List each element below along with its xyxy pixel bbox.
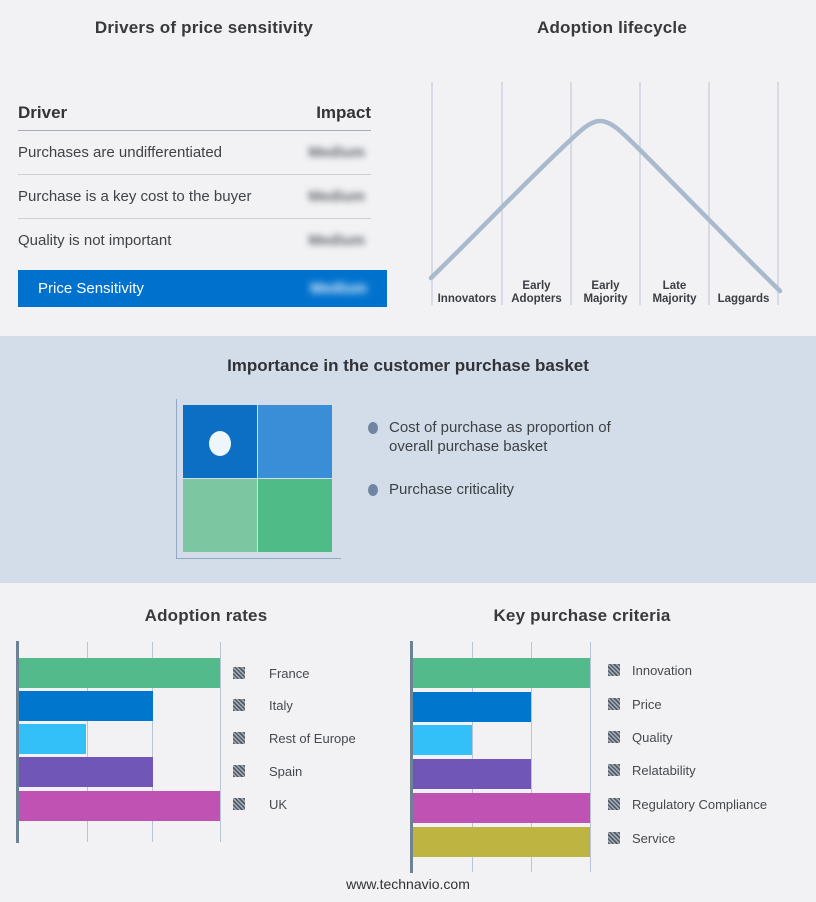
legend-item: Regulatory Compliance bbox=[608, 796, 767, 812]
lifecycle-chart: Innovators Early Adopters Early Majority… bbox=[408, 0, 816, 336]
legend-item: Price bbox=[608, 696, 662, 712]
quadrant-bottom-left bbox=[183, 479, 257, 552]
gridline bbox=[87, 642, 88, 842]
bar-regulatory-compliance bbox=[413, 793, 590, 823]
lifecycle-curve-plot bbox=[428, 82, 783, 305]
legend-label: Spain bbox=[269, 763, 303, 779]
y-axis bbox=[410, 641, 413, 873]
legend-label: UK bbox=[269, 796, 288, 812]
legend-swatch-icon bbox=[233, 765, 245, 777]
legend-swatch-icon bbox=[233, 667, 245, 679]
drivers-panel-title: Drivers of price sensitivity bbox=[94, 18, 314, 37]
bar-price bbox=[413, 692, 531, 722]
legend-swatch-icon bbox=[233, 699, 245, 711]
legend-label: Service bbox=[632, 830, 676, 846]
legend-item: Rest of Europe bbox=[233, 730, 356, 746]
bar-service bbox=[413, 827, 590, 857]
purchase-basket-band: Importance in the customer purchase bask… bbox=[0, 336, 816, 583]
gridline bbox=[590, 642, 591, 872]
quadrant-top-right bbox=[258, 405, 332, 478]
y-axis bbox=[16, 641, 19, 843]
stage-label-innovators: Innovators bbox=[437, 293, 497, 305]
bullet-icon bbox=[368, 422, 378, 434]
drivers-table-header: Driver Impact bbox=[18, 93, 371, 131]
gridline bbox=[220, 642, 221, 842]
legend-swatch-icon bbox=[233, 798, 245, 810]
lifecycle-panel-title: Adoption lifecycle bbox=[536, 18, 687, 37]
quadrant-y-axis bbox=[176, 399, 177, 559]
gridline bbox=[472, 642, 473, 872]
legend-label: Innovation bbox=[632, 662, 692, 678]
legend-swatch-icon bbox=[608, 664, 620, 676]
legend-label: Italy bbox=[269, 697, 293, 713]
driver-cell: Quality is not important bbox=[18, 232, 172, 249]
impact-cell-blurred: Medium bbox=[308, 232, 365, 249]
stage-label-late-majority: Late Majority bbox=[652, 280, 697, 305]
legend-item: Quality bbox=[608, 729, 672, 745]
driver-cell: Purchase is a key cost to the buyer bbox=[18, 188, 252, 205]
list-item: Purchase criticality bbox=[368, 480, 628, 499]
legend-swatch-icon bbox=[608, 731, 620, 743]
price-sensitivity-summary-bar: Price Sensitivity Medium bbox=[18, 270, 387, 307]
table-row: Quality is not important Medium bbox=[18, 219, 371, 262]
bar-spain bbox=[19, 757, 153, 787]
bar-innovation bbox=[413, 658, 590, 688]
stage-label-laggards: Laggards bbox=[717, 293, 770, 305]
quadrant-x-axis bbox=[176, 558, 341, 559]
bullet-text: Purchase criticality bbox=[389, 481, 515, 498]
impact-cell-blurred: Medium bbox=[308, 188, 365, 205]
driver-column-header: Driver bbox=[18, 103, 68, 122]
legend-swatch-icon bbox=[608, 832, 620, 844]
website-footer: www.technavio.com bbox=[346, 876, 470, 892]
driver-cell: Purchases are undifferentiated bbox=[18, 144, 223, 161]
bell-curve-line bbox=[428, 118, 783, 294]
bar-italy bbox=[19, 691, 153, 721]
quadrant-chart bbox=[183, 405, 332, 552]
adoption-rates-title: Adoption rates bbox=[144, 606, 268, 625]
stage-label-early-majority: Early Majority bbox=[583, 280, 628, 305]
legend-label: Quality bbox=[632, 729, 673, 745]
legend-label: Regulatory Compliance bbox=[632, 796, 768, 812]
gridline bbox=[531, 642, 532, 872]
legend-item: Spain bbox=[233, 763, 302, 779]
purchase-criteria-title: Key purchase criteria bbox=[493, 606, 671, 625]
legend-item: France bbox=[233, 665, 309, 681]
lifecycle-gridlines bbox=[431, 82, 779, 305]
quadrant-bottom-right bbox=[258, 479, 332, 552]
impact-column-header: Impact bbox=[316, 103, 371, 122]
list-item: Cost of purchase as proportion of overal… bbox=[368, 418, 628, 456]
basket-title: Importance in the customer purchase bask… bbox=[227, 356, 589, 375]
bar-rest-of-europe bbox=[19, 724, 86, 754]
legend-item: Innovation bbox=[608, 662, 692, 678]
legend-label: Price bbox=[632, 696, 662, 712]
legend-item: Service bbox=[608, 830, 675, 846]
bar-quality bbox=[413, 725, 472, 755]
bar-relatability bbox=[413, 759, 531, 789]
drivers-table: Driver Impact Purchases are undifferenti… bbox=[18, 93, 371, 262]
legend-label: Rest of Europe bbox=[269, 730, 356, 746]
price-sensitivity-impact-blurred: Medium bbox=[310, 280, 367, 297]
legend-label: Relatability bbox=[632, 762, 696, 778]
bar-france bbox=[19, 658, 220, 688]
stage-label-early-adopters: Early Adopters bbox=[511, 280, 562, 305]
legend-item: UK bbox=[233, 796, 287, 812]
legend-swatch-icon bbox=[233, 732, 245, 744]
legend-swatch-icon bbox=[608, 698, 620, 710]
table-row: Purchases are undifferentiated Medium bbox=[18, 131, 371, 175]
legend-item: Italy bbox=[233, 697, 293, 713]
impact-cell-blurred: Medium bbox=[308, 144, 365, 161]
position-marker-dot bbox=[209, 431, 231, 456]
bar-uk bbox=[19, 791, 220, 821]
bullet-text: Cost of purchase as proportion of overal… bbox=[389, 419, 611, 455]
bullet-icon bbox=[368, 484, 378, 496]
table-row: Purchase is a key cost to the buyer Medi… bbox=[18, 175, 371, 219]
price-sensitivity-label: Price Sensitivity bbox=[38, 280, 144, 297]
legend-swatch-icon bbox=[608, 764, 620, 776]
legend-swatch-icon bbox=[608, 798, 620, 810]
gridline bbox=[152, 642, 153, 842]
legend-label: France bbox=[269, 665, 310, 681]
legend-item: Relatability bbox=[608, 762, 696, 778]
basket-bullet-list: Cost of purchase as proportion of overal… bbox=[368, 418, 628, 523]
